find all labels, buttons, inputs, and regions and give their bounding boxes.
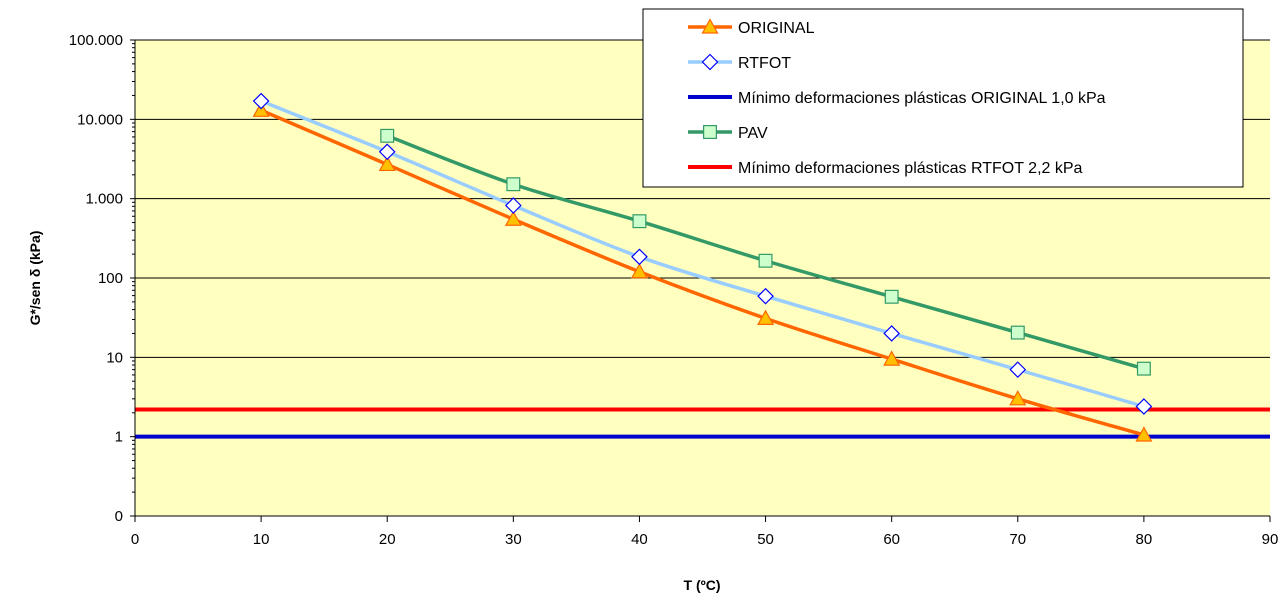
series-pav	[380, 128, 1151, 376]
x-tick-label: 20	[379, 531, 396, 548]
legend-item-m-nimo-deformaciones-pl-sticas-original-1-0-kpa: Mínimo deformaciones plásticas ORIGINAL …	[688, 90, 1106, 107]
series	[252, 92, 1153, 442]
x-tick-label: 80	[1136, 531, 1153, 548]
x-tick-label: 90	[1262, 531, 1279, 548]
series-original	[252, 101, 1153, 442]
series-line-rtfot	[260, 99, 1145, 409]
data-point-original	[883, 350, 901, 366]
y-tick-label: 100.000	[69, 32, 123, 49]
data-point-pav	[632, 214, 647, 229]
legend-item-original: ORIGINAL	[688, 18, 815, 37]
data-point-rtfot	[252, 92, 270, 110]
legend-label: Mínimo deformaciones plásticas RTFOT 2,2…	[738, 160, 1083, 177]
y-axis-title: G*/sen δ (kPa)	[27, 231, 43, 326]
x-tick-label: 40	[631, 531, 648, 548]
data-point-original	[757, 309, 775, 325]
x-tick-label: 30	[505, 531, 522, 548]
y-tick-label: 1	[115, 429, 123, 446]
legend-label: Mínimo deformaciones plásticas ORIGINAL …	[738, 90, 1106, 107]
data-point-original	[504, 210, 522, 226]
data-point-rtfot	[883, 325, 901, 342]
y-tick-label: 100	[98, 270, 123, 287]
y-tick-label: 10	[106, 349, 123, 366]
legend-label: ORIGINAL	[738, 20, 815, 37]
data-point-pav	[380, 128, 395, 143]
legend-label: PAV	[738, 125, 768, 142]
x-tick-label: 10	[253, 531, 270, 548]
legend-item-m-nimo-deformaciones-pl-sticas-rtfot-2-2-kpa: Mínimo deformaciones plásticas RTFOT 2,2…	[688, 160, 1083, 177]
data-point-pav	[1010, 325, 1025, 340]
x-axis-title: T (ºC)	[684, 577, 721, 593]
data-point-pav	[1136, 361, 1151, 376]
data-point-original	[1009, 390, 1027, 406]
data-point-rtfot	[631, 248, 648, 266]
legend-box	[642, 8, 1244, 188]
series-rtfot	[252, 92, 1153, 415]
data-point-rtfot	[378, 143, 396, 161]
x-tick-label: 60	[883, 531, 900, 548]
x-tick-label: 70	[1009, 531, 1026, 548]
data-point-pav	[506, 177, 521, 192]
data-point-rtfot	[1135, 398, 1153, 415]
threshold-lines	[135, 407, 1270, 439]
legend-item-rtfot: RTFOT	[688, 53, 791, 72]
series-line-original	[260, 108, 1145, 437]
legend-marker	[701, 18, 719, 34]
y-tick-label: 10.000	[77, 111, 123, 128]
legend-label: RTFOT	[738, 55, 791, 72]
data-point-rtfot	[1009, 361, 1027, 378]
y-tick-label: 1.000	[85, 191, 123, 208]
data-point-original	[252, 101, 270, 117]
data-point-original	[378, 155, 396, 172]
data-point-original	[630, 262, 648, 279]
legend-marker	[701, 53, 719, 71]
data-point-pav	[884, 289, 899, 304]
data-point-rtfot	[757, 287, 774, 305]
legend: ORIGINAL RTFOT Mínimo deformaciones plásti…	[642, 8, 1244, 188]
y-tick-label: 0	[115, 508, 123, 525]
legend-item-pav: PAV	[688, 125, 768, 142]
data-point-pav	[758, 253, 773, 268]
data-point-rtfot	[504, 197, 522, 214]
tick-labels: 0 1 10 100 1.000 10.000 100.000 0 10 20 30 40 50 60 70…	[69, 32, 1279, 548]
legend-marker	[703, 125, 717, 139]
x-tick-label: 50	[757, 531, 774, 548]
x-tick-label: 0	[131, 531, 139, 548]
data-point-original	[1135, 426, 1153, 442]
